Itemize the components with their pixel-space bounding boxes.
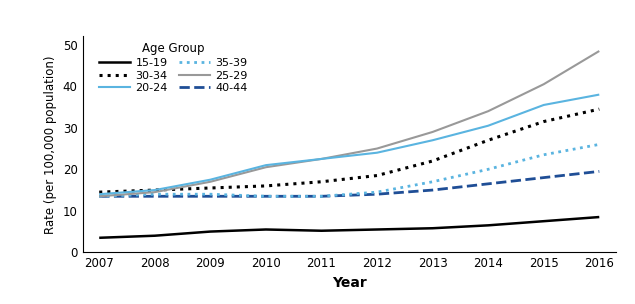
15-19 — [429, 226, 436, 230]
40-44 — [151, 195, 159, 198]
30-34 — [540, 120, 547, 123]
15-19 — [206, 230, 214, 233]
25-29 — [429, 130, 436, 134]
15-19 — [373, 228, 381, 231]
25-29 — [206, 180, 214, 184]
30-34 — [262, 184, 270, 188]
20-24 — [318, 157, 325, 161]
25-29 — [318, 157, 325, 161]
Line: 30-34: 30-34 — [99, 109, 599, 192]
Line: 35-39: 35-39 — [99, 144, 599, 196]
25-29 — [373, 147, 381, 150]
35-39 — [485, 168, 492, 171]
25-29 — [596, 49, 603, 53]
35-39 — [95, 195, 103, 198]
25-29 — [95, 195, 103, 198]
30-34 — [151, 188, 159, 192]
15-19 — [151, 234, 159, 237]
40-44 — [373, 192, 381, 196]
20-24 — [151, 188, 159, 192]
15-19 — [318, 229, 325, 233]
30-34 — [429, 159, 436, 163]
20-24 — [262, 163, 270, 167]
30-34 — [373, 174, 381, 177]
40-44 — [95, 195, 103, 198]
35-39 — [318, 195, 325, 198]
15-19 — [485, 223, 492, 227]
40-44 — [318, 195, 325, 198]
20-24 — [206, 178, 214, 181]
20-24 — [485, 124, 492, 128]
30-34 — [485, 138, 492, 142]
30-34 — [206, 186, 214, 190]
15-19 — [540, 219, 547, 223]
Line: 25-29: 25-29 — [99, 51, 599, 196]
20-24 — [596, 93, 603, 96]
30-34 — [95, 190, 103, 194]
35-39 — [596, 143, 603, 146]
40-44 — [206, 195, 214, 198]
35-39 — [373, 190, 381, 194]
35-39 — [262, 195, 270, 198]
40-44 — [485, 182, 492, 186]
35-39 — [151, 192, 159, 196]
30-34 — [318, 180, 325, 184]
Line: 15-19: 15-19 — [99, 217, 599, 238]
35-39 — [429, 180, 436, 184]
35-39 — [206, 192, 214, 196]
Line: 40-44: 40-44 — [99, 171, 599, 196]
Y-axis label: Rate (per 100,000 population): Rate (per 100,000 population) — [44, 55, 57, 234]
X-axis label: Year: Year — [332, 276, 366, 290]
40-44 — [429, 188, 436, 192]
25-29 — [540, 82, 547, 86]
25-29 — [151, 190, 159, 194]
Legend: 15-19, 30-34, 20-24, 35-39, 25-29, 40-44: 15-19, 30-34, 20-24, 35-39, 25-29, 40-44 — [99, 42, 248, 93]
15-19 — [95, 236, 103, 240]
15-19 — [262, 228, 270, 231]
25-29 — [262, 165, 270, 169]
40-44 — [262, 195, 270, 198]
40-44 — [540, 176, 547, 179]
35-39 — [540, 153, 547, 157]
15-19 — [596, 215, 603, 219]
25-29 — [485, 109, 492, 113]
20-24 — [429, 138, 436, 142]
20-24 — [373, 151, 381, 154]
20-24 — [540, 103, 547, 107]
40-44 — [596, 170, 603, 173]
30-34 — [596, 107, 603, 111]
20-24 — [95, 192, 103, 196]
Line: 20-24: 20-24 — [99, 95, 599, 194]
